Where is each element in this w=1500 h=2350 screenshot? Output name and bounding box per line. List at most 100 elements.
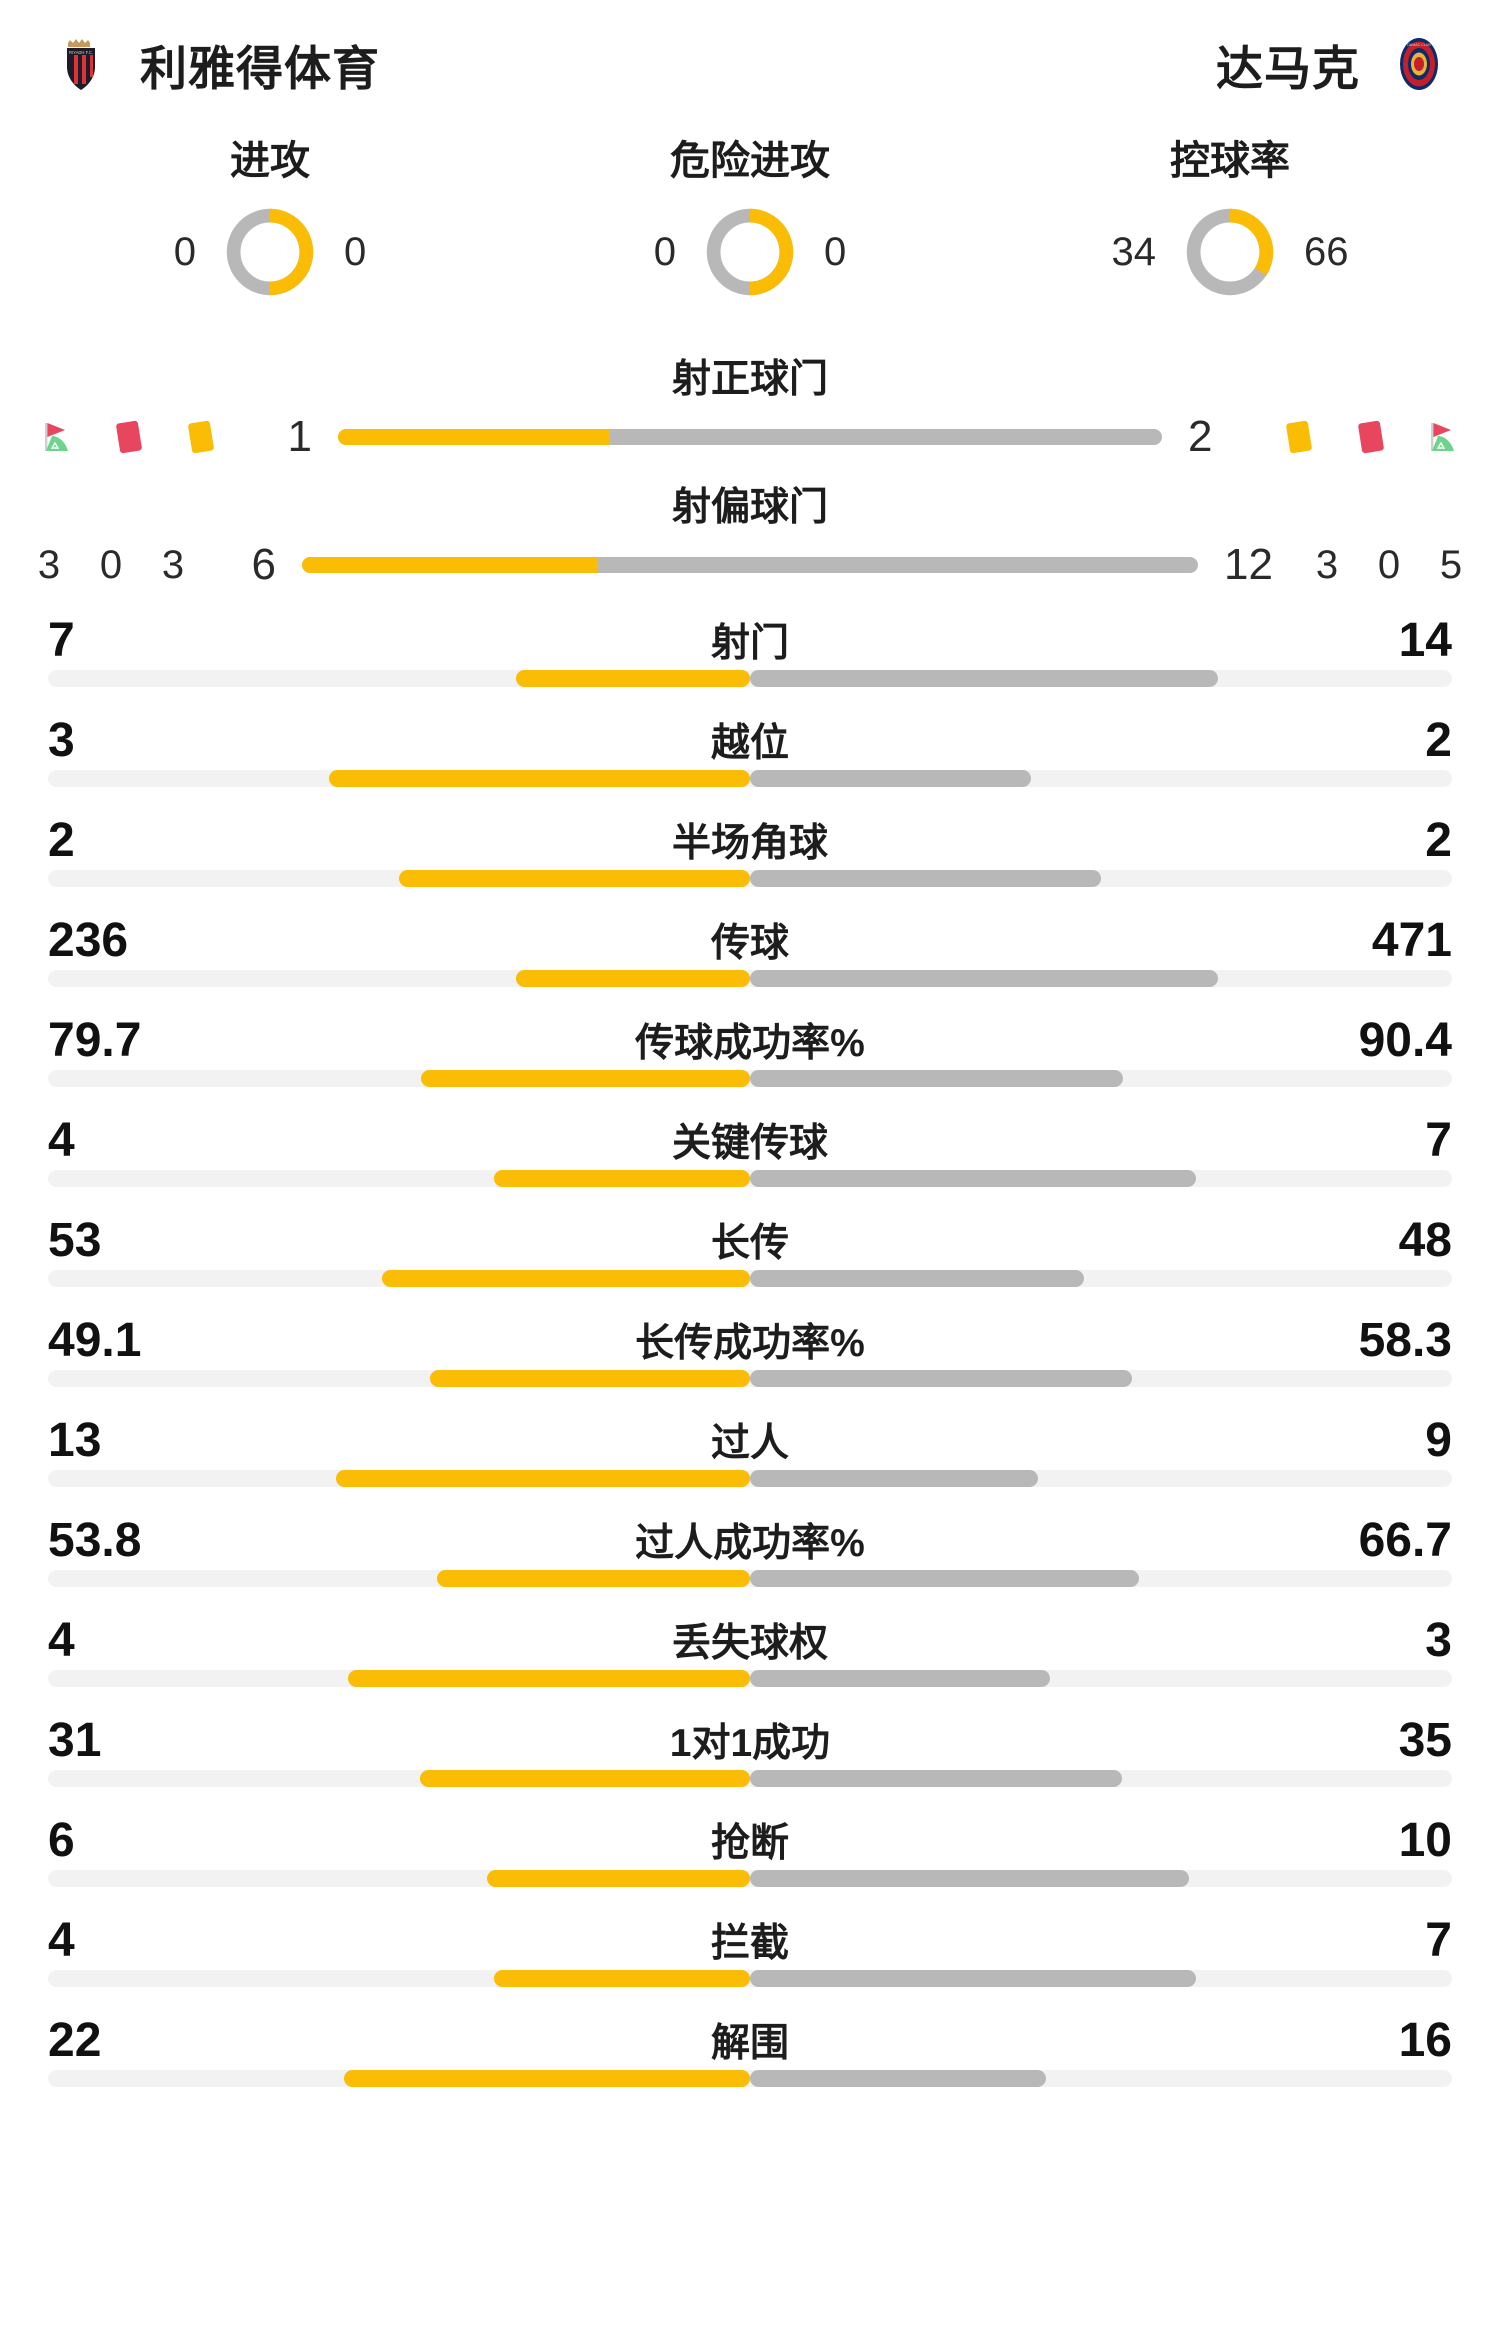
- stats-list: 7 射门 14 3 越位 2 2 半场角球 2: [0, 598, 1500, 2104]
- away-team: 达马克 DAMAC CLUB: [1216, 30, 1452, 99]
- al-riyadh-crest-icon: RIYADH F.C.: [48, 31, 114, 97]
- donut-away-value: 0: [824, 229, 847, 274]
- away-yellow-card-count: 3: [1315, 542, 1339, 587]
- stat-home-value: 22: [48, 2014, 102, 2067]
- stat-bar: [48, 1970, 1452, 1987]
- stat-label: 丢失球权: [671, 1622, 828, 1665]
- stat-home-value: 53.8: [48, 1514, 142, 1567]
- stat-home-value: 3: [48, 714, 75, 767]
- away-icons: [1276, 414, 1466, 460]
- stat-bar: [48, 1170, 1452, 1187]
- stat-bar: [48, 1770, 1452, 1787]
- stat-away-value: 14: [1398, 614, 1452, 667]
- donut-title: 危险进攻: [670, 139, 830, 183]
- donut-possession: 控球率 34 66: [990, 128, 1470, 340]
- home-discipline-counts: 3 0 3: [34, 543, 188, 588]
- stat-away-value: 2: [1425, 714, 1452, 767]
- stat-away-value: 16: [1398, 2014, 1452, 2067]
- discipline-and-shots-block: 射正球门 1: [0, 340, 1500, 598]
- stat-home-value: 4: [48, 1914, 75, 1967]
- donut-dangerous-attacks: 危险进攻 0 0: [510, 128, 990, 340]
- stat-label: 拦截: [710, 1922, 789, 1965]
- donut-away-value: 0: [344, 229, 367, 274]
- home-team: RIYADH F.C. 利雅得体育: [48, 30, 380, 99]
- stat-home-value: 4: [48, 1114, 75, 1167]
- stat-row: 4 丢失球权 3: [48, 1604, 1452, 1704]
- stat-bar: [48, 2070, 1452, 2087]
- stat-label: 关键传球: [671, 1122, 828, 1165]
- stat-label: 1对1成功: [669, 1722, 831, 1765]
- stat-away-value: 471: [1371, 914, 1452, 967]
- stat-away-value: 7: [1425, 1914, 1452, 1967]
- stat-bar: [48, 1370, 1452, 1387]
- stat-home-value: 31: [48, 1714, 102, 1767]
- shots-on-target-away: 2: [1188, 412, 1213, 461]
- stat-row: 79.7 传球成功率% 90.4: [48, 1004, 1452, 1104]
- stat-away-value: 9: [1425, 1414, 1452, 1467]
- shots-off-target-row: 3 0 3 6 12 3 0 5: [34, 532, 1466, 598]
- stat-away-value: 58.3: [1358, 1314, 1452, 1367]
- home-red-card-count: 0: [99, 542, 123, 587]
- donut-chart-possession: [1182, 204, 1278, 300]
- away-corner-count: 5: [1439, 542, 1463, 587]
- stat-home-value: 6: [48, 1814, 75, 1867]
- donut-title: 控球率: [1170, 139, 1290, 183]
- donut-title: 进攻: [230, 139, 310, 183]
- red-card-icon: [106, 414, 152, 460]
- stat-bar: [48, 1570, 1452, 1587]
- shots-off-target-bar: [302, 557, 1198, 573]
- stat-home-value: 13: [48, 1414, 102, 1467]
- stat-row: 3 越位 2: [48, 704, 1452, 804]
- stat-away-value: 7: [1425, 1114, 1452, 1167]
- stat-row: 4 关键传球 7: [48, 1104, 1452, 1204]
- shots-on-target-row: 1 2: [34, 404, 1466, 470]
- donut-home-value: 0: [173, 229, 196, 274]
- donut-attacks: 进攻 0 0: [30, 128, 510, 340]
- stat-label: 过人成功率%: [635, 1522, 865, 1565]
- stat-bar: [48, 1270, 1452, 1287]
- shots-on-target-label: 射正球门: [671, 358, 828, 401]
- stat-home-value: 236: [48, 914, 129, 967]
- shots-off-target-label: 射偏球门: [671, 486, 828, 529]
- stat-row: 13 过人 9: [48, 1404, 1452, 1504]
- stat-label: 抢断: [710, 1822, 789, 1865]
- donut-home-value: 34: [1111, 229, 1157, 274]
- stat-row: 31 1对1成功 35: [48, 1704, 1452, 1804]
- donut-chart-dangerous-attacks: [702, 204, 798, 300]
- stat-away-value: 90.4: [1358, 1014, 1452, 1067]
- stat-home-value: 79.7: [48, 1014, 142, 1067]
- yellow-card-icon: [1276, 414, 1322, 460]
- stat-away-value: 3: [1425, 1614, 1452, 1667]
- shots-off-target-home: 6: [251, 540, 276, 589]
- stat-row: 53 长传 48: [48, 1204, 1452, 1304]
- home-icons: [34, 414, 224, 460]
- donut-home-value: 0: [653, 229, 676, 274]
- svg-text:DAMAC CLUB: DAMAC CLUB: [1407, 43, 1431, 47]
- stat-bar: [48, 1070, 1452, 1087]
- shots-off-target-away: 12: [1224, 540, 1273, 589]
- yellow-card-icon: [178, 414, 224, 460]
- home-corner-count: 3: [37, 542, 61, 587]
- home-yellow-card-count: 3: [161, 542, 185, 587]
- shots-on-target-bar: [338, 429, 1162, 445]
- stat-home-value: 7: [48, 614, 75, 667]
- stat-away-value: 66.7: [1358, 1514, 1452, 1567]
- stat-label: 半场角球: [671, 822, 828, 865]
- red-card-icon: [1348, 414, 1394, 460]
- match-header: RIYADH F.C. 利雅得体育 达马克 DAMAC CLUB: [0, 0, 1500, 128]
- stat-bar: [48, 1670, 1452, 1687]
- away-discipline-counts: 3 0 5: [1312, 543, 1466, 588]
- donut-away-value: 66: [1304, 229, 1349, 274]
- stat-bar: [48, 1470, 1452, 1487]
- stat-home-value: 49.1: [48, 1314, 142, 1367]
- stat-label: 传球成功率%: [635, 1022, 865, 1065]
- stat-label: 过人: [710, 1422, 789, 1465]
- stat-label: 解围: [710, 2022, 789, 2065]
- stat-away-value: 35: [1398, 1714, 1452, 1767]
- donut-chart-attacks: [222, 204, 318, 300]
- stat-row: 49.1 长传成功率% 58.3: [48, 1304, 1452, 1404]
- corner-flag-icon: [34, 414, 80, 460]
- stat-row: 53.8 过人成功率% 66.7: [48, 1504, 1452, 1604]
- away-red-card-count: 0: [1377, 542, 1401, 587]
- stat-label: 传球: [710, 922, 789, 965]
